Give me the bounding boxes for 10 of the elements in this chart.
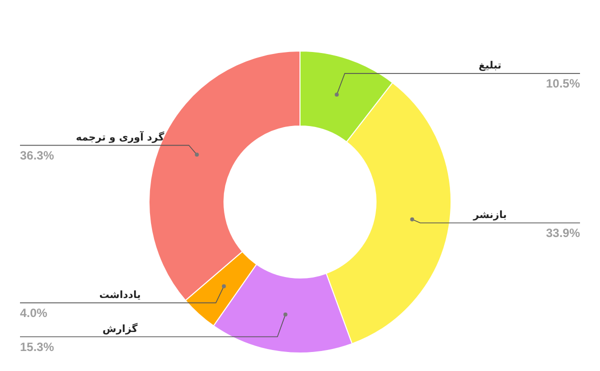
data-label: 10.5% bbox=[546, 76, 580, 90]
data-label: 36.3% bbox=[20, 148, 54, 162]
slice-label: گرد آوری و ترجمه bbox=[76, 130, 164, 144]
slice-label: بازنشر bbox=[472, 210, 507, 221]
data-label: 4.0% bbox=[20, 306, 48, 320]
slice-label: گزارش bbox=[102, 322, 138, 335]
slice-label: تبلیغ bbox=[478, 60, 502, 72]
data-label: 15.3% bbox=[20, 340, 54, 354]
data-label: 33.9% bbox=[546, 226, 580, 240]
slice-label: یادداشت bbox=[99, 290, 142, 301]
